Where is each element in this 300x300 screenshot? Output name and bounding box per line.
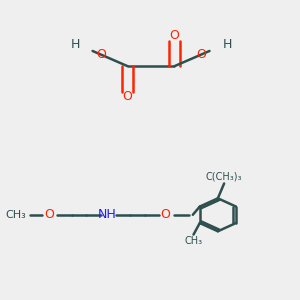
Text: CH₃: CH₃ [184,236,202,246]
Text: O: O [161,208,171,221]
Text: O: O [96,48,106,61]
Text: H: H [222,38,232,51]
Text: H: H [70,38,80,51]
Text: O: O [123,90,133,103]
Text: C(CH₃)₃: C(CH₃)₃ [206,172,242,182]
Text: O: O [44,208,54,221]
Text: O: O [196,48,206,61]
Text: CH₃: CH₃ [5,210,26,220]
Text: O: O [169,29,179,42]
Text: NH: NH [98,208,117,221]
